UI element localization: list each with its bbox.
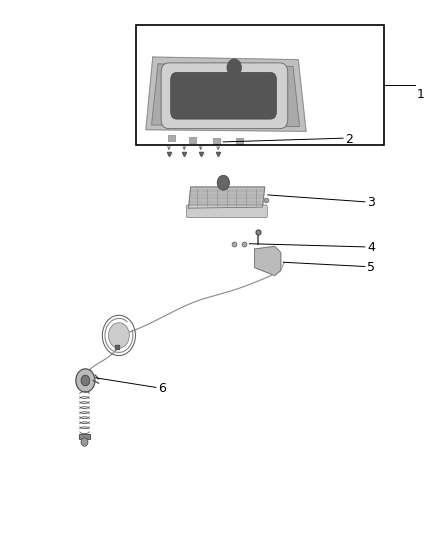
FancyBboxPatch shape <box>186 205 267 217</box>
Bar <box>213 138 220 144</box>
Circle shape <box>81 375 90 386</box>
Bar <box>189 136 196 143</box>
Text: 4: 4 <box>367 241 375 254</box>
Polygon shape <box>152 64 300 126</box>
Bar <box>237 138 244 144</box>
FancyBboxPatch shape <box>171 72 276 119</box>
Circle shape <box>217 175 230 190</box>
Text: 5: 5 <box>367 261 375 274</box>
Circle shape <box>76 369 95 392</box>
FancyBboxPatch shape <box>161 63 288 128</box>
Text: 3: 3 <box>367 196 375 209</box>
Circle shape <box>81 438 88 446</box>
Text: 2: 2 <box>345 133 353 146</box>
Bar <box>168 135 175 141</box>
Circle shape <box>109 322 129 348</box>
Polygon shape <box>188 187 265 208</box>
Bar <box>79 434 90 439</box>
Polygon shape <box>146 57 306 131</box>
Circle shape <box>227 59 241 76</box>
Text: 6: 6 <box>158 382 166 395</box>
Polygon shape <box>254 246 281 276</box>
Bar <box>136 25 385 144</box>
Text: 1: 1 <box>417 87 425 101</box>
